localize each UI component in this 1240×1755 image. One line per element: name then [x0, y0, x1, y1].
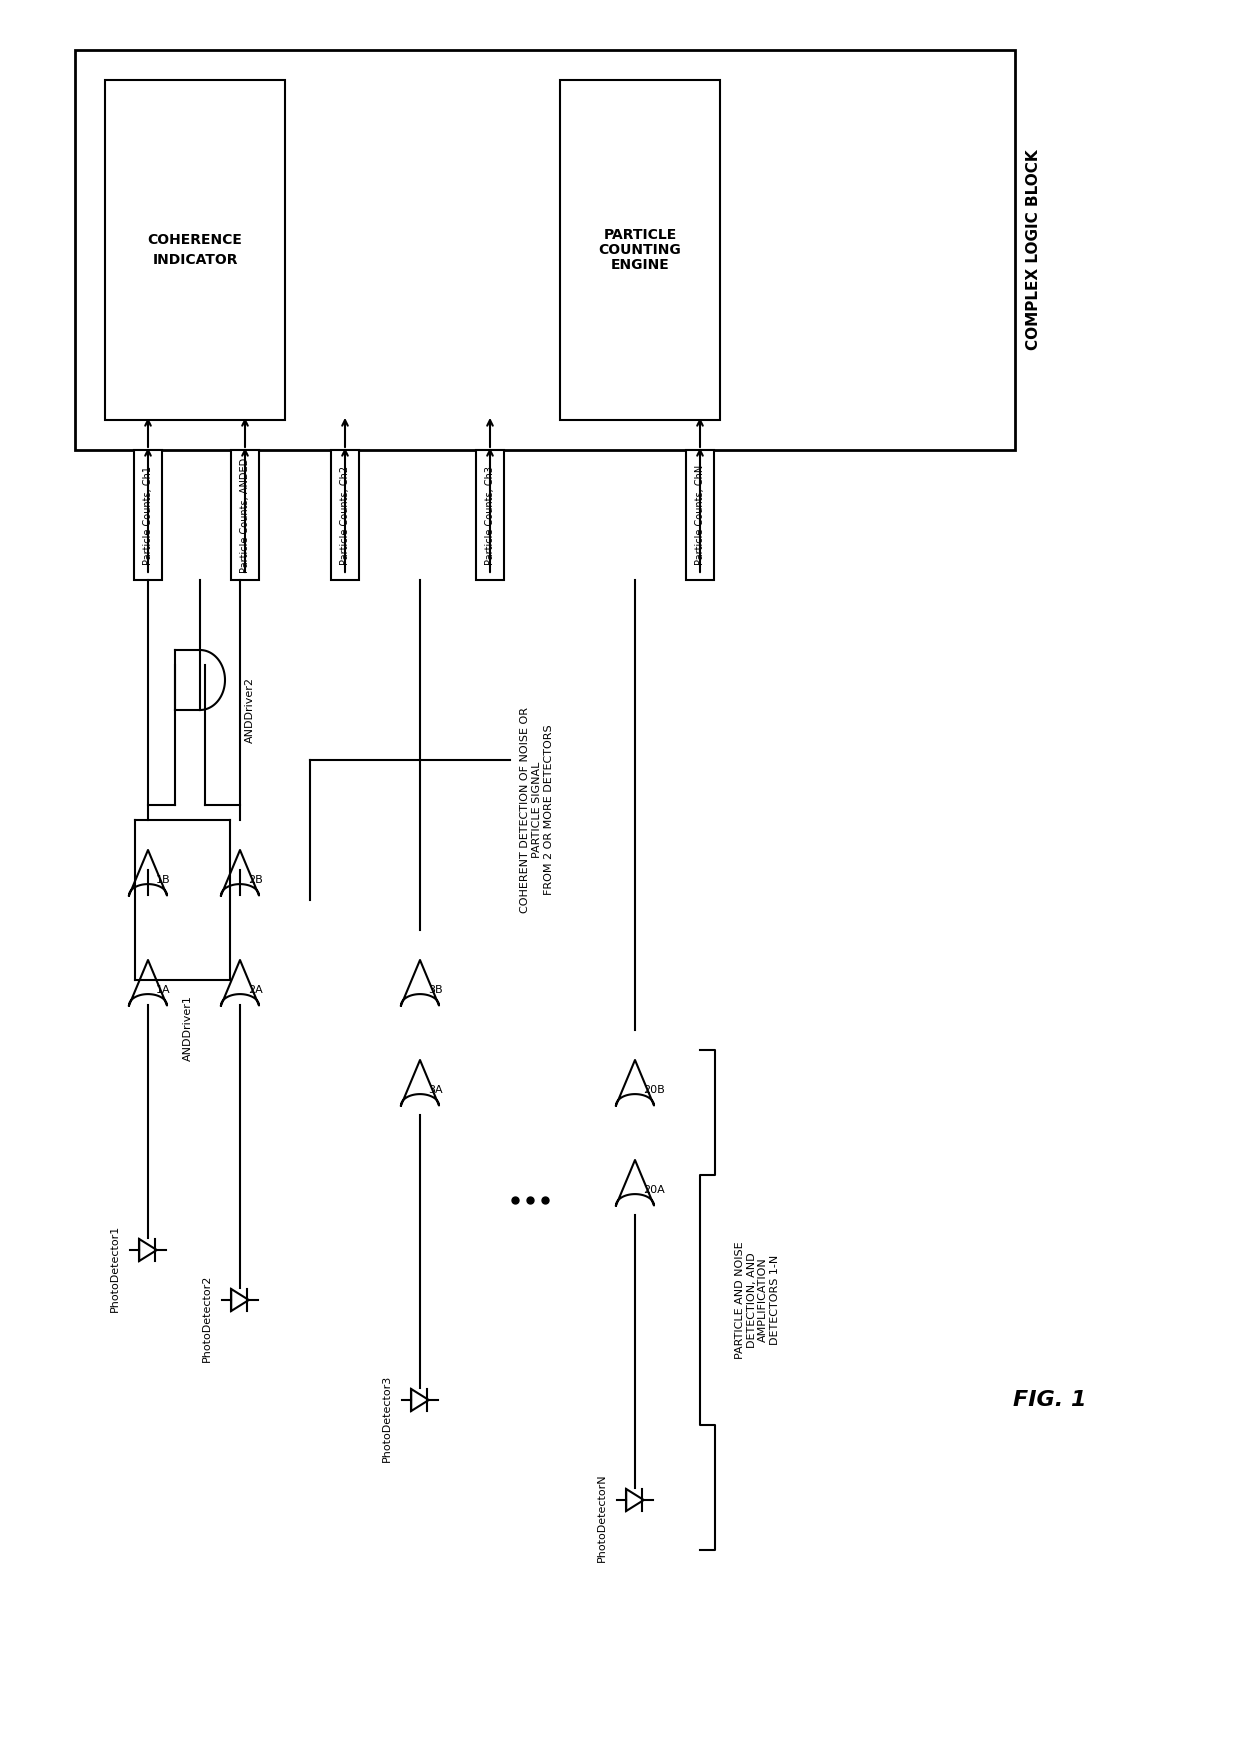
Text: Particle Counts, ANDED: Particle Counts, ANDED: [241, 458, 250, 572]
Text: 1B: 1B: [156, 876, 171, 885]
Text: PhotoDetector2: PhotoDetector2: [202, 1274, 212, 1362]
Text: 2A: 2A: [248, 985, 263, 995]
Bar: [476, 449, 503, 579]
Text: Particle Counts, ChN: Particle Counts, ChN: [694, 465, 706, 565]
Text: COHERENT DETECTION OF NOISE OR: COHERENT DETECTION OF NOISE OR: [520, 707, 529, 913]
Text: 3B: 3B: [428, 985, 443, 995]
Text: ENGINE: ENGINE: [610, 258, 670, 272]
Text: PARTICLE SIGNAL: PARTICLE SIGNAL: [532, 762, 542, 858]
Text: PARTICLE: PARTICLE: [604, 228, 677, 242]
Text: INDICATOR: INDICATOR: [153, 253, 238, 267]
Bar: [560, 81, 720, 419]
Bar: [74, 49, 1016, 449]
Text: 3A: 3A: [428, 1085, 443, 1095]
Text: Particle Counts, Ch1: Particle Counts, Ch1: [143, 465, 153, 565]
Text: PARTICLE AND NOISE
DETECTION, AND
AMPLIFICATION
DETECTORS 1-N: PARTICLE AND NOISE DETECTION, AND AMPLIF…: [735, 1241, 780, 1358]
Text: ANDDriver2: ANDDriver2: [246, 677, 255, 742]
Text: PhotoDetectorN: PhotoDetectorN: [596, 1474, 608, 1562]
Bar: [105, 81, 285, 419]
Text: PhotoDetector1: PhotoDetector1: [110, 1225, 120, 1311]
Text: 2B: 2B: [248, 876, 263, 885]
Bar: [134, 449, 162, 579]
Text: PhotoDetector3: PhotoDetector3: [382, 1374, 392, 1462]
Text: COHERENCE: COHERENCE: [148, 233, 243, 247]
Text: 20B: 20B: [644, 1085, 665, 1095]
Text: COMPLEX LOGIC BLOCK: COMPLEX LOGIC BLOCK: [1025, 149, 1040, 351]
Text: 20A: 20A: [644, 1185, 665, 1195]
Text: FIG. 1: FIG. 1: [1013, 1390, 1086, 1409]
Text: 1A: 1A: [156, 985, 171, 995]
Bar: [686, 449, 714, 579]
Bar: [331, 449, 360, 579]
Text: COUNTING: COUNTING: [599, 242, 681, 256]
Text: Particle Counts, Ch3: Particle Counts, Ch3: [485, 465, 495, 565]
Text: Particle Counts, Ch2: Particle Counts, Ch2: [340, 465, 350, 565]
Bar: [231, 449, 259, 579]
Text: ANDDriver1: ANDDriver1: [182, 995, 192, 1060]
Text: FROM 2 OR MORE DETECTORS: FROM 2 OR MORE DETECTORS: [544, 725, 554, 895]
